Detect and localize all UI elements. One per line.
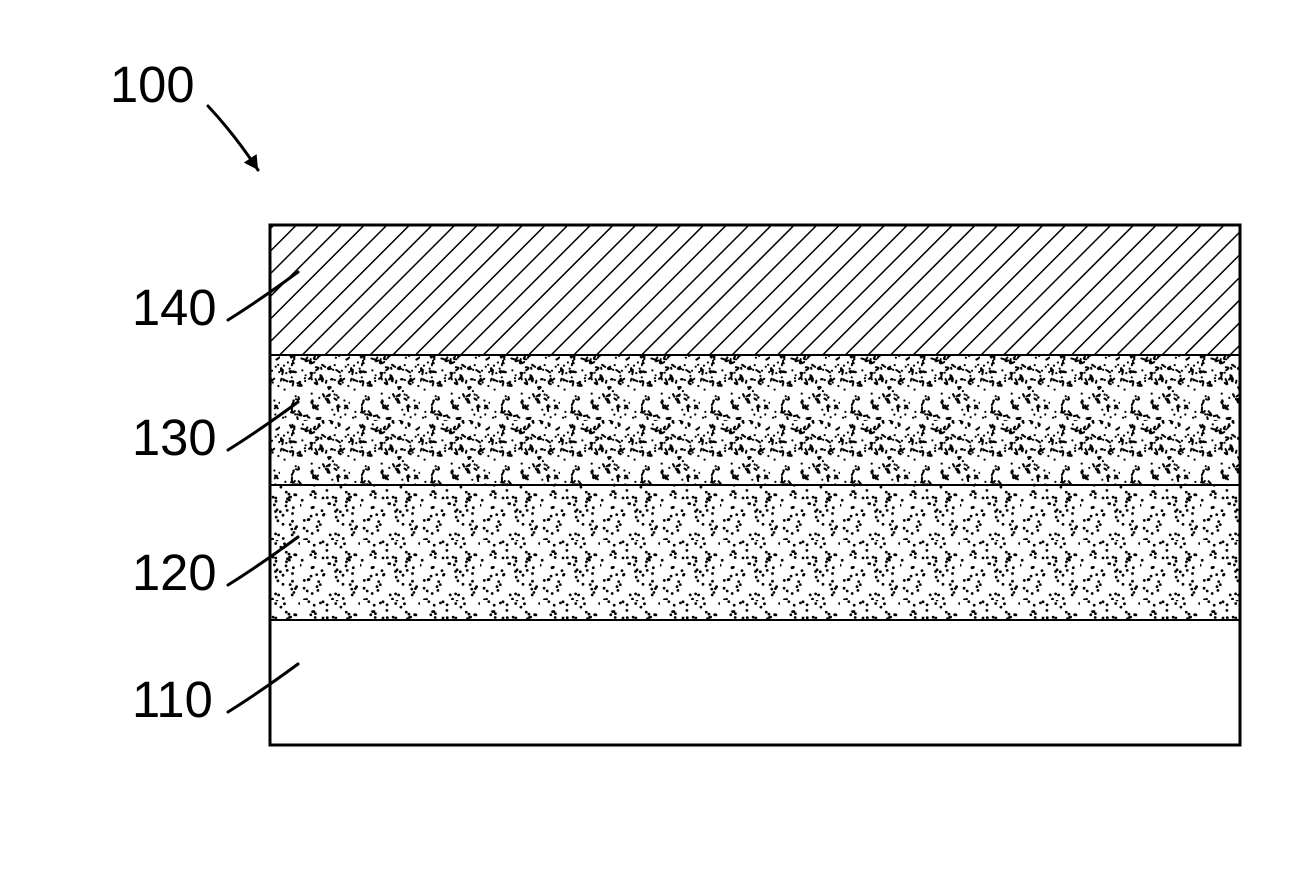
- layer-110: [270, 620, 1240, 745]
- diagram-canvas: 100 140 130 120 110: [0, 0, 1303, 880]
- layer-120: [270, 485, 1240, 620]
- label-layer-120: 120: [132, 543, 217, 602]
- label-layer-140: 140: [132, 278, 217, 337]
- layer-130: [270, 355, 1240, 485]
- layer-140: [270, 225, 1240, 355]
- assembly-arrow-head: [244, 154, 258, 170]
- label-layer-110: 110: [132, 670, 213, 729]
- label-layer-130: 130: [132, 408, 217, 467]
- label-assembly-100: 100: [110, 55, 195, 114]
